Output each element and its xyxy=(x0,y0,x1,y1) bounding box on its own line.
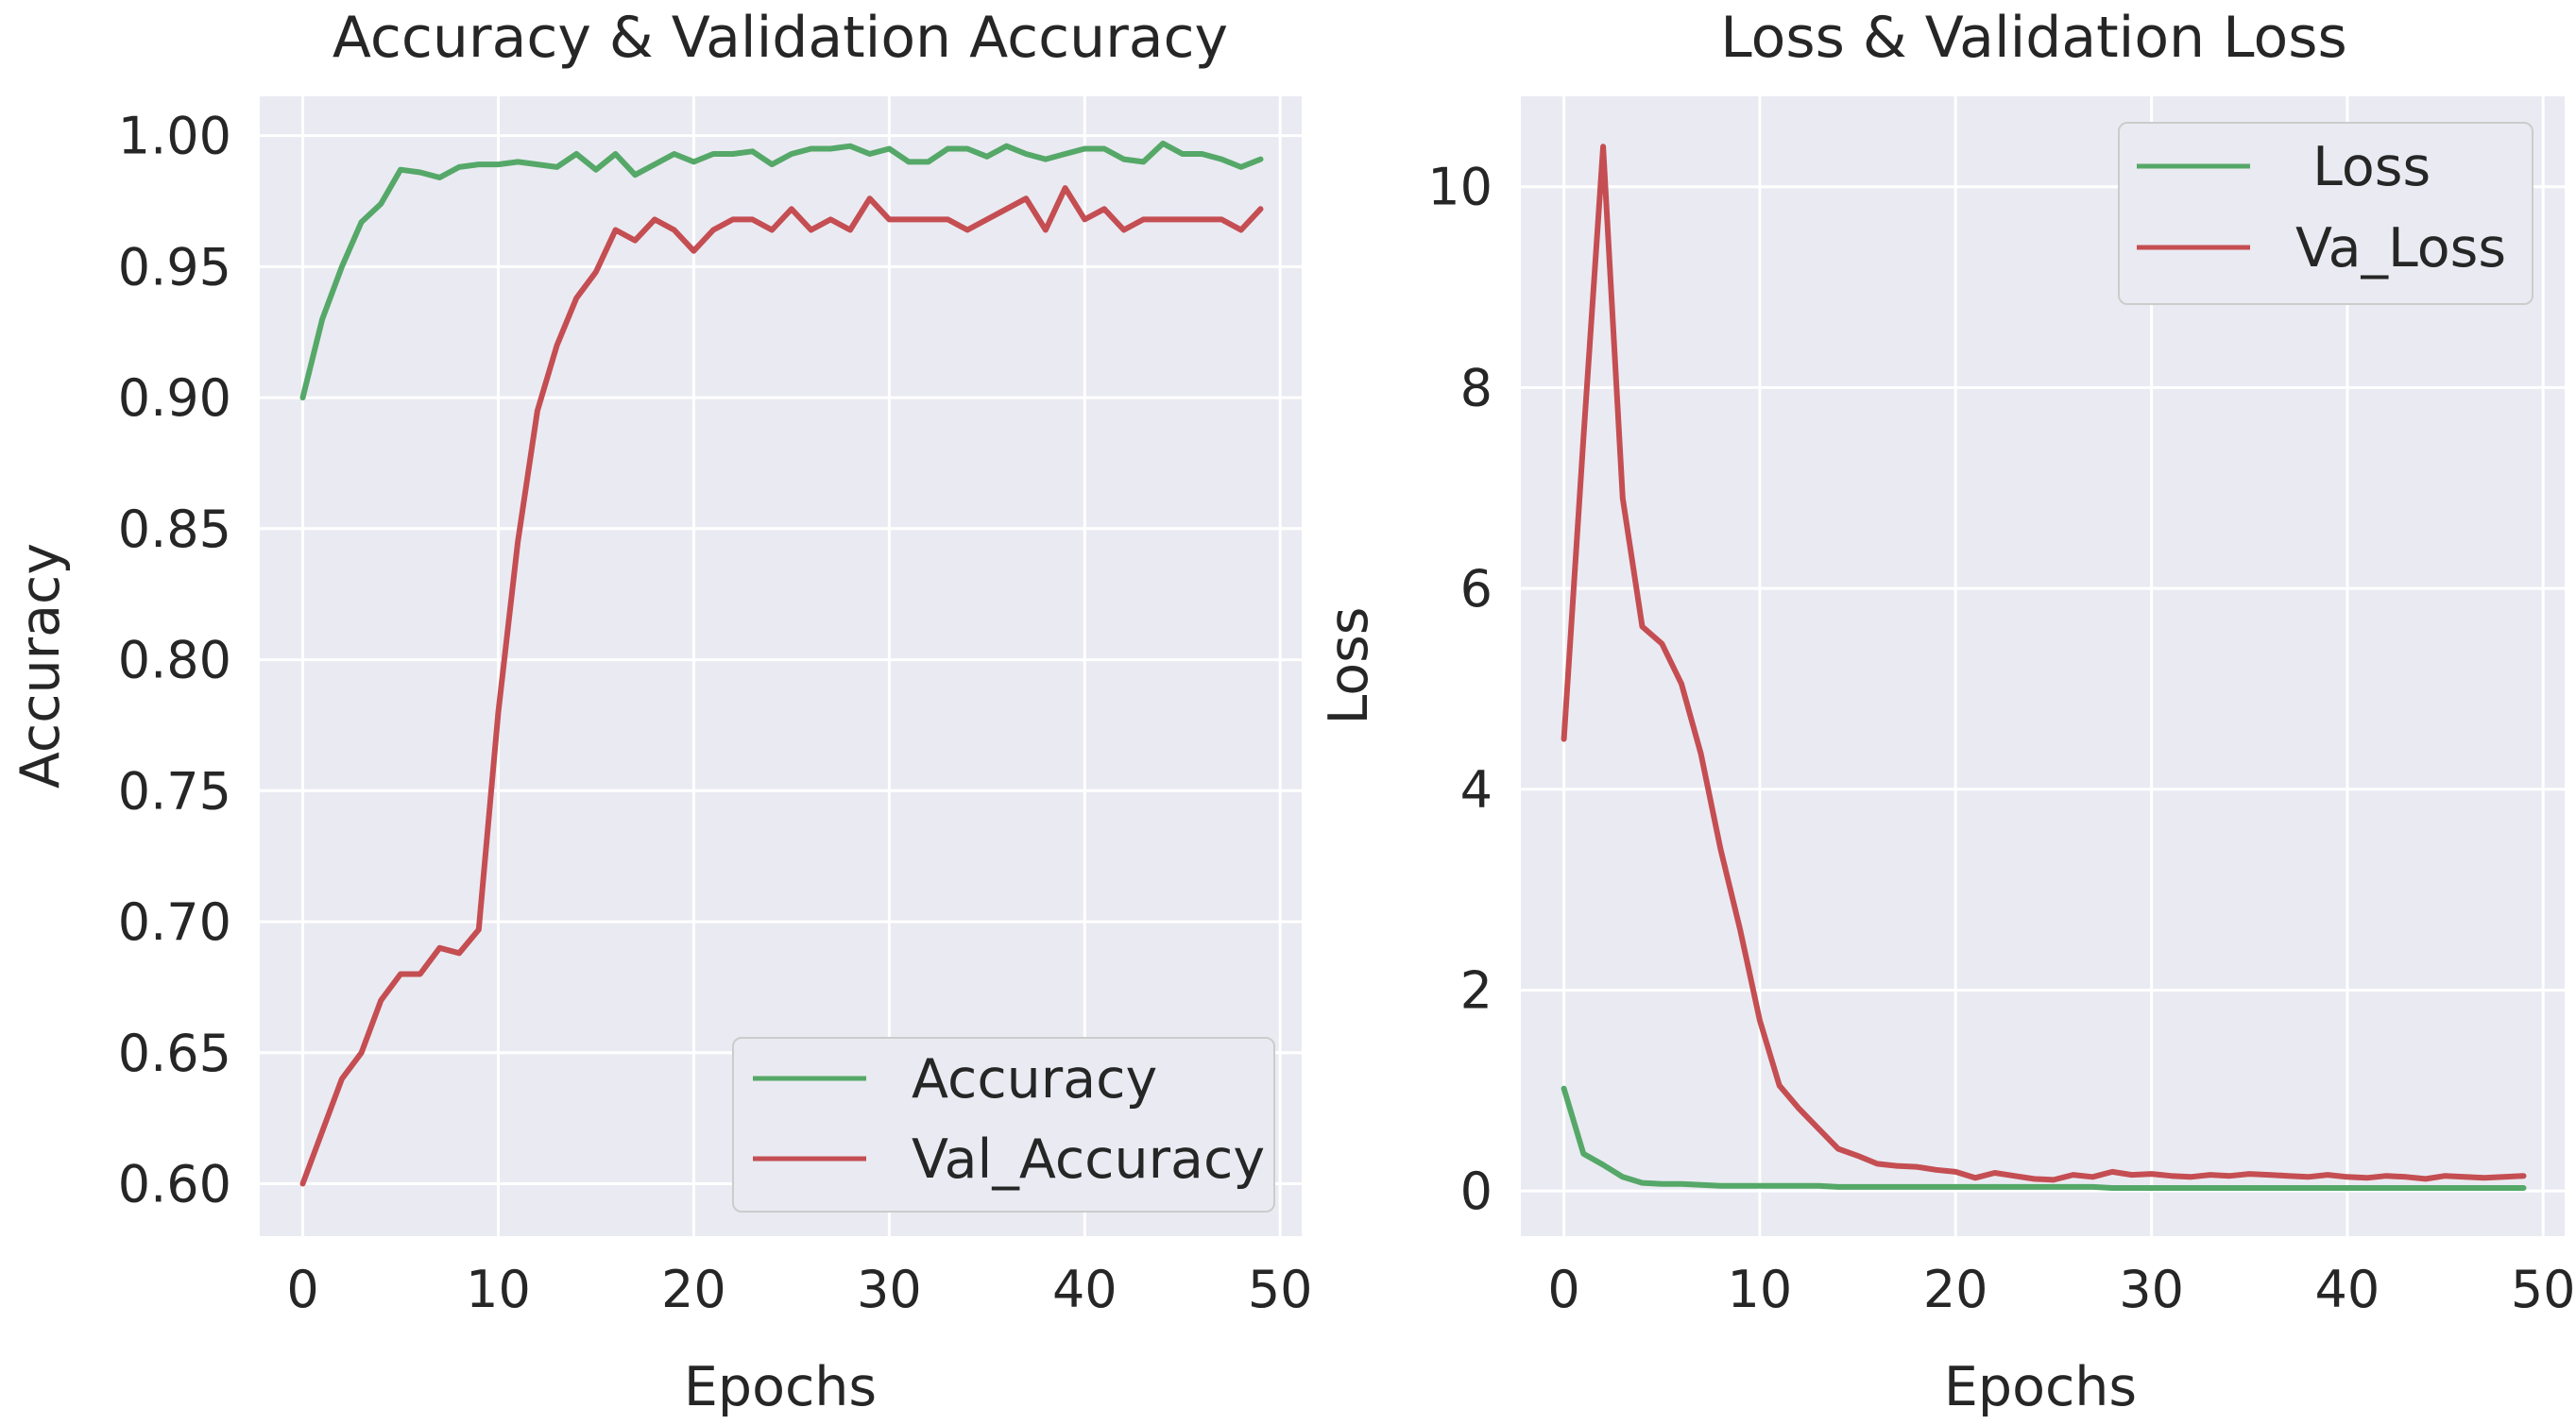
accuracy-x-tick-label: 20 xyxy=(661,1260,726,1319)
accuracy-y-tick-label: 0.85 xyxy=(118,500,231,559)
loss-series-lines xyxy=(1561,144,2527,1191)
loss-legend: Loss Va_Loss xyxy=(2118,122,2533,305)
accuracy-x-tick-label: 0 xyxy=(286,1260,318,1319)
accuracy-panel: Accuracy & Validation Accuracy 0 10 20 30 40… xyxy=(9,5,1313,1418)
accuracy-x-axis-label: Epochs xyxy=(684,1356,877,1418)
val-accuracy-legend-label: Val_Accuracy xyxy=(912,1128,1265,1191)
accuracy-y-tick-label: 0.60 xyxy=(118,1155,231,1214)
loss-y-tick-label: 6 xyxy=(1460,559,1493,619)
accuracy-y-tick-label: 0.65 xyxy=(118,1024,231,1083)
accuracy-x-tick-label: 40 xyxy=(1052,1260,1117,1319)
accuracy-y-tick-label: 0.95 xyxy=(118,237,231,297)
accuracy-y-tick-labels: 0.60 0.65 0.70 0.75 0.80 0.85 0.90 0.95 1.00 xyxy=(118,107,231,1214)
loss-y-tick-label: 8 xyxy=(1460,358,1493,417)
va-loss-series-line xyxy=(1561,144,2527,1183)
accuracy-legend-box xyxy=(732,1037,1275,1213)
accuracy-x-tick-labels: 0 10 20 30 40 50 xyxy=(286,1260,1312,1319)
accuracy-y-axis-label: Accuracy xyxy=(9,543,72,789)
loss-x-tick-label: 20 xyxy=(1923,1260,1988,1319)
accuracy-chart-title: Accuracy & Validation Accuracy xyxy=(333,5,1228,71)
val-loss-legend-label: Va_Loss xyxy=(2295,217,2506,280)
loss-y-axis-label: Loss xyxy=(1318,606,1380,724)
loss-y-tick-label: 10 xyxy=(1427,158,1493,217)
accuracy-y-tick-label: 0.75 xyxy=(118,761,231,821)
accuracy-series-line xyxy=(299,140,1264,401)
loss-x-tick-label: 0 xyxy=(1547,1260,1579,1319)
accuracy-legend: Accuracy Val_Accuracy xyxy=(732,1037,1275,1213)
loss-x-tick-label: 30 xyxy=(2119,1260,2184,1319)
accuracy-series-lines xyxy=(299,140,1264,1187)
val-accuracy-series-line xyxy=(299,185,1264,1187)
loss-panel: Loss & Validation Loss 0 10 20 30 40 50 0 2 4 6 8… xyxy=(1318,5,2576,1418)
loss-x-tick-label: 10 xyxy=(1728,1260,1793,1319)
loss-x-tick-labels: 0 10 20 30 40 50 xyxy=(1547,1260,2575,1319)
loss-y-tick-labels: 0 2 4 6 8 10 xyxy=(1427,158,1493,1221)
accuracy-y-tick-label: 0.90 xyxy=(118,368,231,428)
accuracy-y-tick-label: 0.70 xyxy=(118,892,231,952)
accuracy-y-tick-label: 1.00 xyxy=(118,107,231,166)
loss-x-tick-label: 40 xyxy=(2315,1260,2380,1319)
accuracy-legend-label: Accuracy xyxy=(912,1048,1157,1111)
accuracy-x-tick-label: 30 xyxy=(857,1260,922,1319)
loss-x-axis-label: Epochs xyxy=(1944,1356,2137,1418)
loss-chart-title: Loss & Validation Loss xyxy=(1720,5,2347,71)
accuracy-gridlines xyxy=(260,96,1302,1236)
accuracy-y-tick-label: 0.80 xyxy=(118,631,231,690)
loss-gridlines xyxy=(1521,96,2565,1236)
loss-legend-label: Loss xyxy=(2295,136,2431,198)
loss-series-line xyxy=(1561,1085,2527,1191)
loss-y-tick-label: 4 xyxy=(1460,760,1493,820)
loss-x-tick-label: 50 xyxy=(2511,1260,2576,1319)
loss-y-tick-label: 0 xyxy=(1460,1162,1493,1221)
loss-y-tick-label: 2 xyxy=(1460,961,1493,1021)
accuracy-x-tick-label: 10 xyxy=(466,1260,531,1319)
accuracy-x-tick-label: 50 xyxy=(1248,1260,1313,1319)
